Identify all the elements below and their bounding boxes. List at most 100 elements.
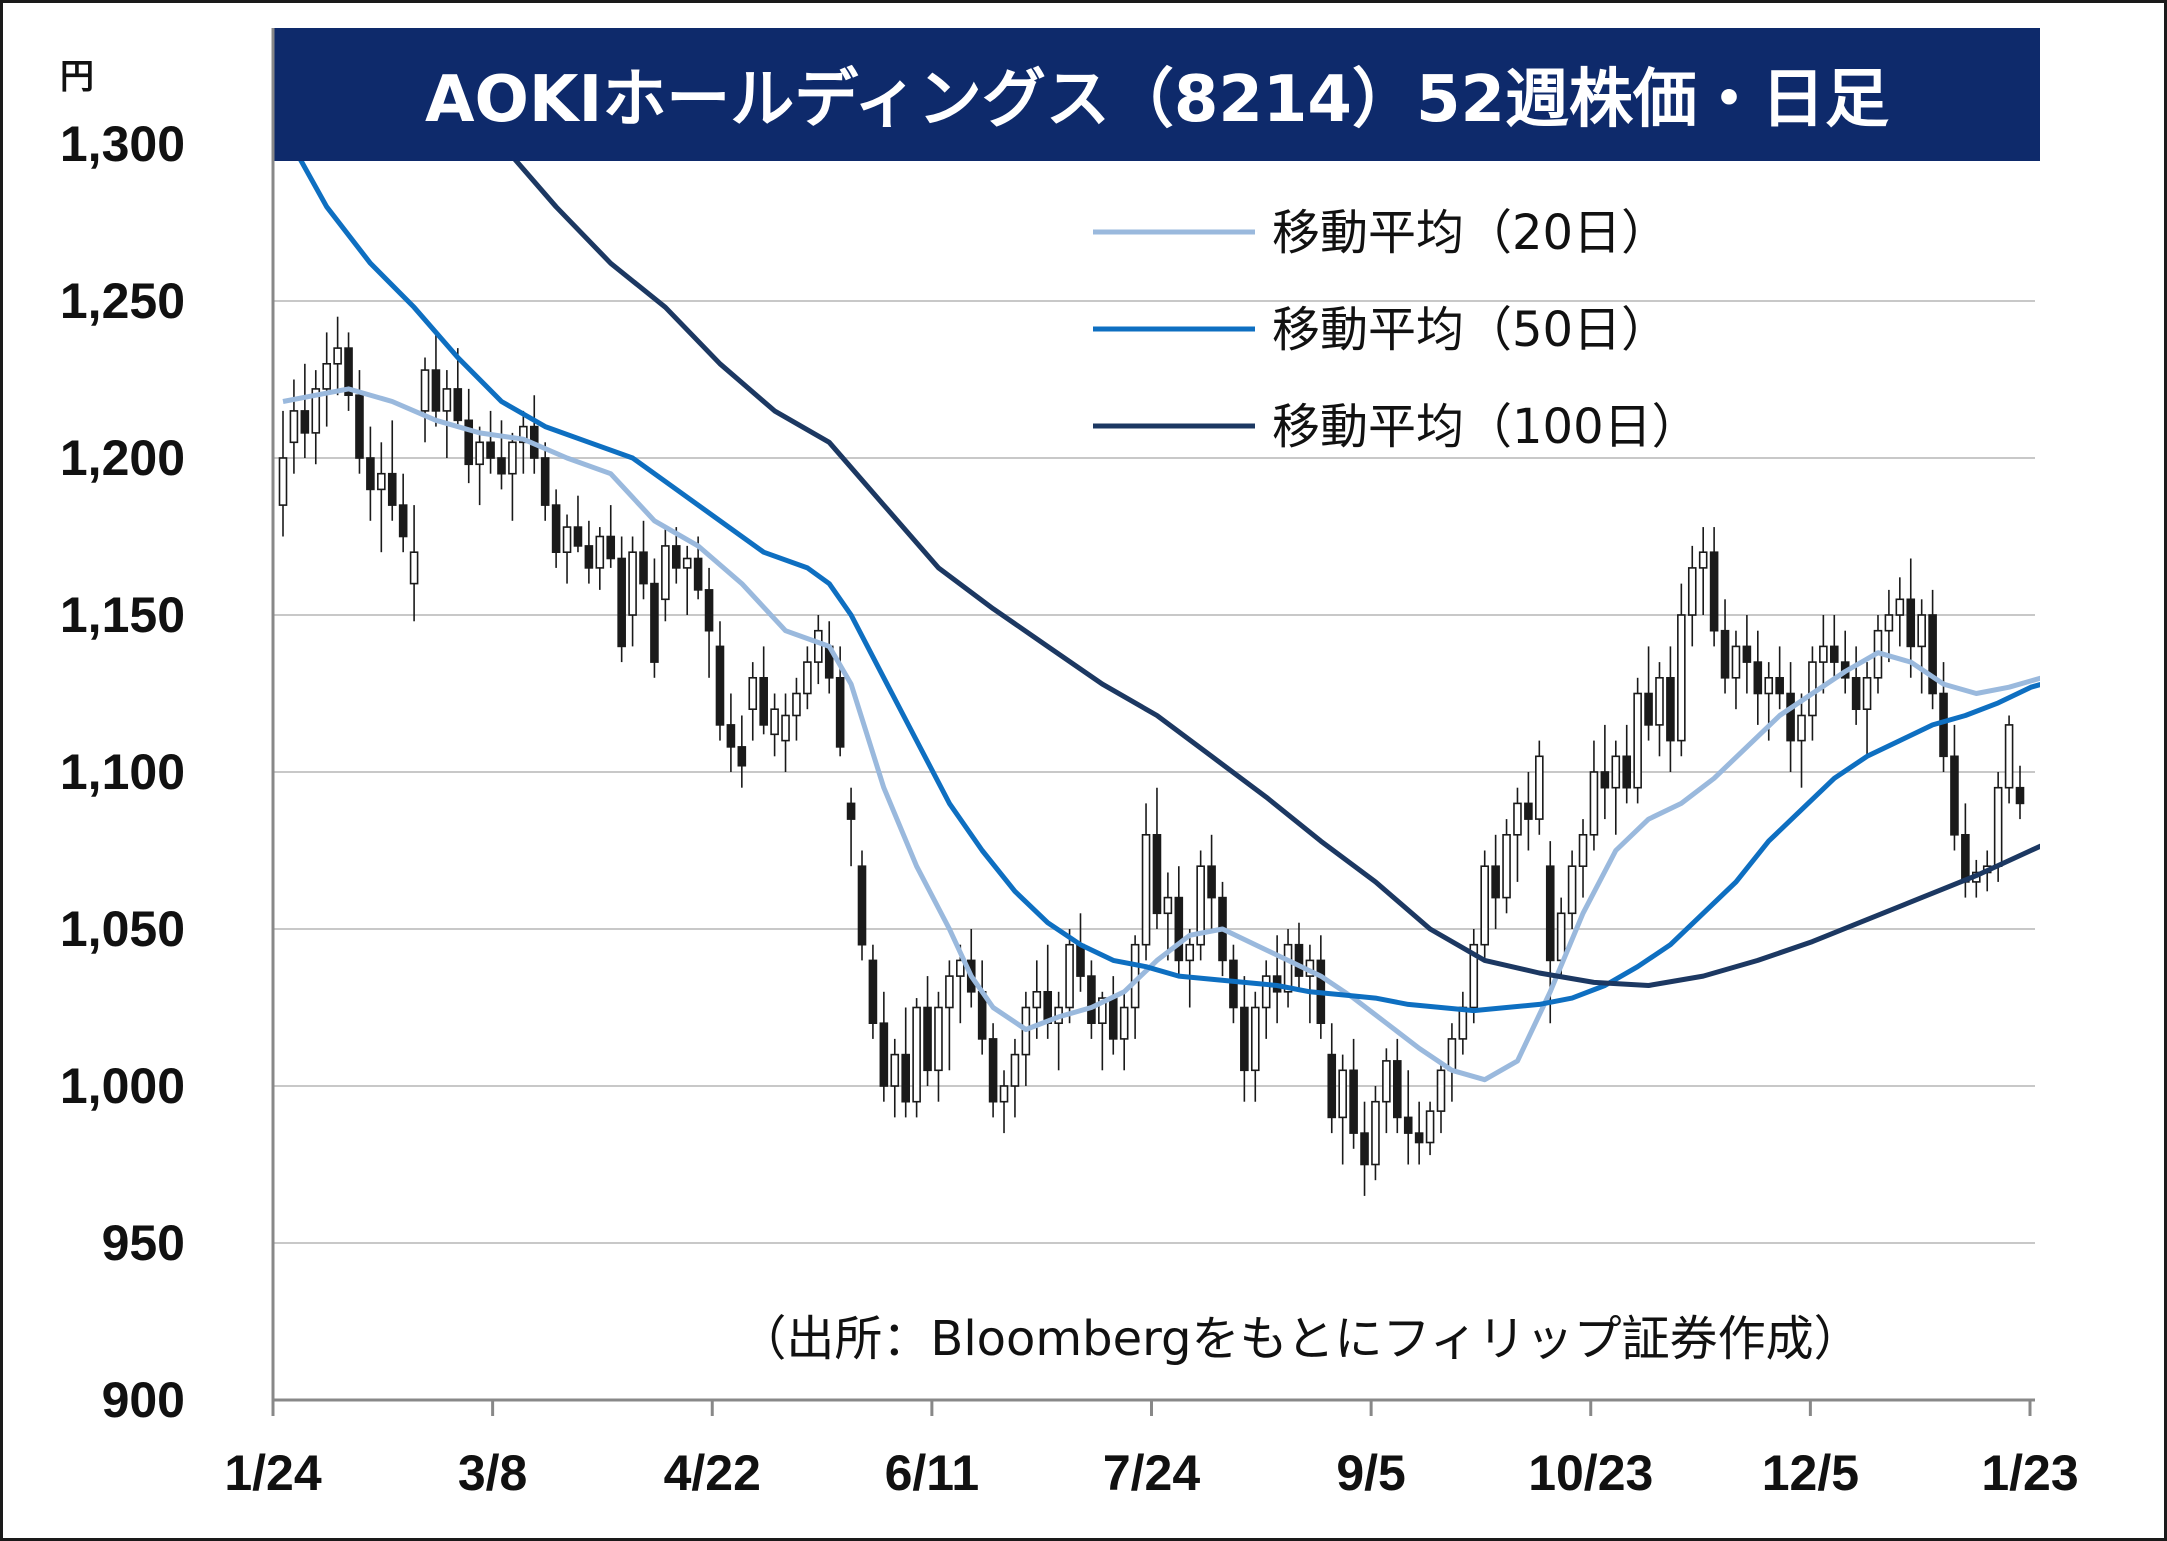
- candle: [1720, 599, 1730, 694]
- x-tick-label: 4/22: [664, 1445, 761, 1501]
- candle: [726, 693, 736, 772]
- candle-body: [988, 1038, 998, 1103]
- candle-body: [1163, 896, 1173, 915]
- candle-body: [726, 724, 736, 748]
- candle: [934, 991, 943, 1102]
- candle-body: [1360, 1132, 1369, 1166]
- candle: [1578, 819, 1588, 898]
- y-tick-label: 900: [102, 1372, 185, 1428]
- candlestick-layer: [278, 316, 2025, 1196]
- candle-body: [1403, 1116, 1413, 1134]
- candle: [1338, 1054, 1347, 1165]
- candle-body: [1174, 896, 1184, 962]
- candle-body: [1917, 614, 1926, 648]
- candle: [551, 489, 561, 568]
- candle-body: [1644, 692, 1653, 726]
- candle-body: [1349, 1069, 1358, 1134]
- candle-body: [912, 1006, 921, 1103]
- candle-body: [1677, 614, 1686, 742]
- candle-body: [1895, 598, 1905, 616]
- candle-body: [868, 959, 878, 1025]
- candle-body: [890, 1053, 900, 1087]
- candle: [1119, 991, 1129, 1071]
- candle: [1250, 991, 1260, 1102]
- candle-body: [2015, 786, 2025, 805]
- y-tick-label: 1,250: [60, 273, 185, 329]
- candle-body: [1414, 1132, 1424, 1144]
- candle-body: [1950, 755, 1959, 836]
- candle: [387, 420, 397, 521]
- candle-body: [835, 676, 845, 748]
- candle-body: [1185, 943, 1195, 962]
- y-tick-label: 1,300: [60, 116, 185, 172]
- candle: [1054, 991, 1063, 1071]
- candle: [682, 545, 692, 615]
- candle: [344, 332, 353, 411]
- candle-body: [1720, 629, 1730, 679]
- candle-body: [1491, 865, 1500, 899]
- candle-body: [792, 692, 801, 717]
- candle-body: [497, 457, 506, 475]
- candle-body: [1087, 975, 1096, 1024]
- candle: [278, 410, 288, 537]
- candle-body: [879, 1022, 889, 1087]
- candle: [923, 976, 932, 1086]
- candle: [912, 998, 921, 1118]
- candle: [1939, 662, 1948, 772]
- candle: [1611, 740, 1621, 835]
- candle: [1862, 662, 1872, 757]
- candle: [595, 527, 605, 590]
- candle-body: [278, 457, 288, 506]
- x-tick-label: 1/23: [1981, 1445, 2078, 1501]
- candle-body: [1829, 645, 1839, 663]
- candle-body: [1261, 975, 1271, 1009]
- candle: [1076, 913, 1085, 992]
- candle: [770, 693, 779, 757]
- candle-body: [1961, 833, 1970, 883]
- candle-body: [770, 708, 779, 736]
- candle-body: [748, 676, 758, 710]
- candle: [1185, 929, 1195, 1008]
- candle: [431, 332, 441, 427]
- candle: [1043, 944, 1053, 1039]
- candle-body: [1819, 645, 1828, 663]
- candle: [1884, 589, 1894, 663]
- candle-body: [1698, 551, 1708, 569]
- candle: [1917, 599, 1926, 694]
- candle-body: [1797, 714, 1806, 742]
- candle-body: [562, 526, 572, 554]
- candle-body: [1524, 802, 1533, 820]
- x-tick-label: 6/11: [885, 1445, 980, 1501]
- candle: [1294, 922, 1304, 992]
- candle: [617, 536, 626, 663]
- candle-body: [945, 975, 954, 1009]
- y-tick-label: 1,200: [60, 430, 185, 486]
- candle-body: [781, 714, 790, 742]
- legend: 移動平均（20日） 移動平均（50日） 移動平均（100日）: [1093, 205, 1700, 455]
- candle-body: [1141, 833, 1151, 946]
- candle-body: [1196, 865, 1205, 946]
- candle-body: [508, 441, 517, 475]
- candle-body: [442, 388, 452, 412]
- candle-body: [956, 959, 965, 977]
- candle: [529, 395, 539, 474]
- candle: [901, 1007, 910, 1118]
- candle: [1261, 960, 1271, 1039]
- candle-body: [737, 746, 747, 767]
- candle-body: [1447, 1038, 1457, 1072]
- candle-body: [1425, 1110, 1435, 1144]
- candle: [1010, 1038, 1020, 1118]
- title-background: [273, 28, 2040, 161]
- y-tick-label: 1,100: [60, 744, 185, 800]
- moving-average-line: [282, 386, 2040, 1083]
- candle-body: [1928, 614, 1937, 695]
- candle-body: [1775, 676, 1784, 695]
- candle: [1666, 646, 1675, 772]
- candle: [748, 662, 758, 741]
- candle-body: [1032, 990, 1042, 1009]
- candle-body: [519, 425, 528, 444]
- candle: [1655, 662, 1664, 757]
- candle-body: [1371, 1100, 1380, 1166]
- chart-title: AOKIホールディングス（8214）52週株価・日足: [425, 63, 1889, 137]
- candle-body: [999, 1085, 1009, 1103]
